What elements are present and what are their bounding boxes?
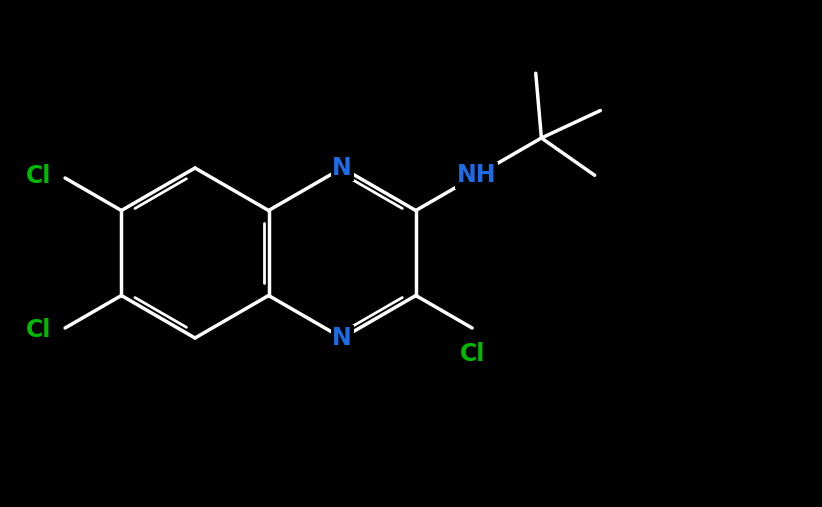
Text: Cl: Cl	[459, 342, 485, 366]
Text: Cl: Cl	[25, 164, 51, 188]
Text: N: N	[332, 156, 352, 180]
Text: Cl: Cl	[25, 318, 51, 342]
Text: N: N	[332, 326, 352, 350]
Text: NH: NH	[457, 163, 496, 188]
